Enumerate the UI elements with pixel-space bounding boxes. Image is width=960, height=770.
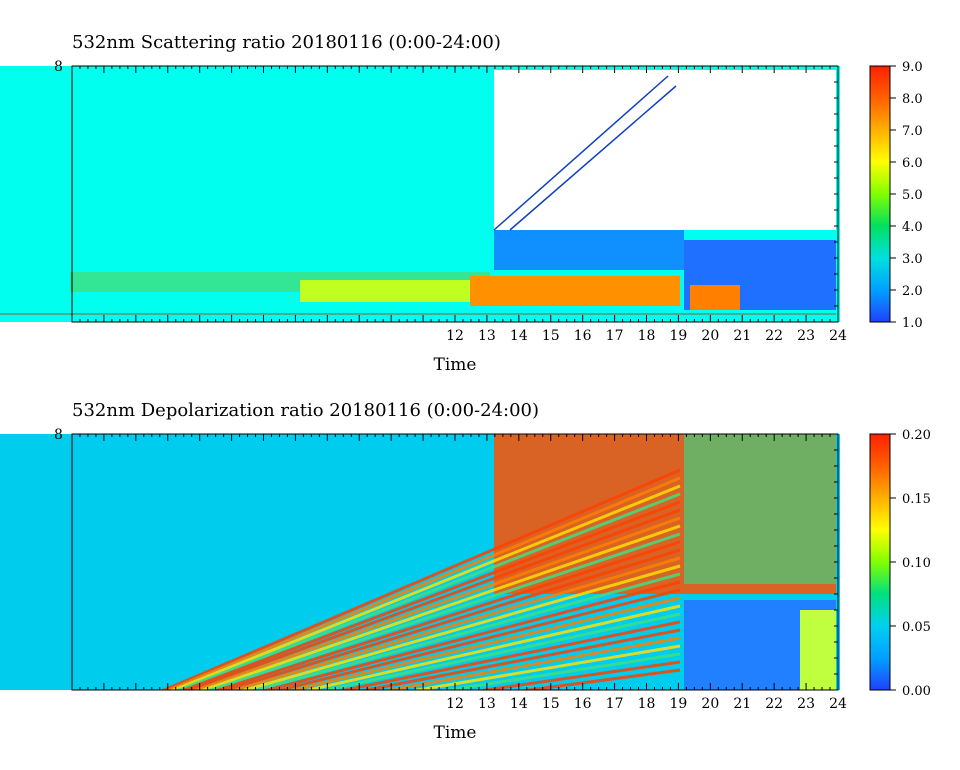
colorbar-scattering bbox=[869, 65, 891, 323]
ray-line bbox=[221, 548, 681, 690]
x-tick-label: 22 bbox=[765, 328, 783, 344]
ray-line bbox=[169, 484, 681, 690]
ray-line bbox=[198, 524, 681, 690]
x-tick-label: 15 bbox=[542, 328, 560, 344]
panel-depolarization-ratio: 532nm Depolarization ratio 20180116 (0:0… bbox=[0, 400, 931, 743]
ray-line bbox=[261, 580, 681, 690]
streak-2 bbox=[509, 85, 677, 231]
heatmap-depolarization bbox=[0, 434, 840, 690]
colorbar-tick-label: 7.0 bbox=[902, 124, 923, 139]
ray-line bbox=[287, 596, 681, 690]
x-tick-label: 22 bbox=[765, 696, 783, 712]
ray-line bbox=[381, 636, 681, 690]
x-tick-label: 17 bbox=[606, 328, 624, 344]
x-tick-label: 19 bbox=[670, 696, 688, 712]
x-axis-label-scattering: Time bbox=[434, 355, 477, 375]
ray-line bbox=[337, 620, 681, 690]
x-tick-label: 20 bbox=[701, 696, 719, 712]
aerosol-core bbox=[300, 280, 490, 302]
chart-title-depolarization: 532nm Depolarization ratio 20180116 (0:0… bbox=[72, 400, 539, 421]
colorbar-ticks-scattering: 9.0 8.0 7.0 6.0 5.0 4.0 3.0 2.0 1.0 bbox=[890, 60, 923, 331]
colorbar-tick-label: 0.05 bbox=[902, 620, 931, 635]
colorbar-tick-label: 3.0 bbox=[902, 252, 923, 267]
ray-line bbox=[475, 660, 681, 690]
x-tick-label: 13 bbox=[478, 328, 496, 344]
colorbar-tick-label: 2.0 bbox=[902, 284, 923, 299]
ray-line bbox=[230, 556, 681, 690]
x-tick-label: 20 bbox=[701, 328, 719, 344]
ray-line bbox=[164, 476, 681, 690]
ray-line bbox=[180, 500, 681, 690]
streak-1 bbox=[493, 75, 669, 231]
x-tick-label: 15 bbox=[542, 696, 560, 712]
x-tick-label: 24 bbox=[829, 328, 847, 344]
ray-line bbox=[517, 668, 681, 690]
colorbar-tick-label: 5.0 bbox=[902, 188, 923, 203]
colorbar-tick-label: 8.0 bbox=[902, 92, 923, 107]
y-top-label-scattering: 8 bbox=[54, 59, 63, 75]
x-tick-label: 24 bbox=[829, 696, 847, 712]
colorbar-tick-label: 9.0 bbox=[902, 60, 923, 75]
y-top-label-depolarization: 8 bbox=[54, 427, 63, 443]
x-tick-label: 21 bbox=[733, 328, 751, 344]
ray-line bbox=[439, 652, 681, 690]
ray-line bbox=[239, 564, 681, 690]
x-tick-label: 12 bbox=[446, 696, 464, 712]
colorbar-tick-label: 6.0 bbox=[902, 156, 923, 171]
x-tick-label: 12 bbox=[446, 328, 464, 344]
x-ticks-depolarization: 12 13 14 15 16 17 18 19 20 21 22 23 24 bbox=[71, 433, 847, 712]
colorbar-tick-label: 0.00 bbox=[902, 684, 931, 699]
x-tick-label: 18 bbox=[638, 328, 656, 344]
chart-title-scattering: 532nm Scattering ratio 20180116 (0:00-24… bbox=[72, 32, 501, 53]
boundary-layer-hot bbox=[470, 276, 680, 306]
panel-scattering-ratio: 532nm Scattering ratio 20180116 (0:00-24… bbox=[0, 32, 923, 375]
ray-line bbox=[174, 492, 681, 690]
heatmap-scattering bbox=[0, 66, 840, 322]
colorbar-depolarization bbox=[869, 433, 891, 691]
x-tick-label: 18 bbox=[638, 696, 656, 712]
x-tick-label: 14 bbox=[510, 328, 528, 344]
x-ticks-scattering: 12 13 14 15 16 17 18 19 20 21 22 23 24 bbox=[71, 65, 847, 344]
ray-artifacts bbox=[160, 468, 681, 690]
ray-line bbox=[250, 572, 681, 690]
x-tick-label: 17 bbox=[606, 696, 624, 712]
x-tick-label: 16 bbox=[574, 696, 592, 712]
ray-line bbox=[192, 516, 681, 690]
x-tick-label: 13 bbox=[478, 696, 496, 712]
ray-line bbox=[302, 604, 681, 690]
ray-line bbox=[213, 540, 681, 690]
x-axis-label-depolarization: Time bbox=[434, 723, 477, 743]
x-tick-label: 23 bbox=[797, 328, 815, 344]
ray-line bbox=[186, 508, 681, 690]
ray-line bbox=[205, 532, 681, 690]
ray-line bbox=[408, 644, 681, 690]
x-tick-label: 21 bbox=[733, 696, 751, 712]
colorbar-tick-label: 0.15 bbox=[902, 492, 931, 507]
cloud-gap-region bbox=[494, 70, 836, 230]
green-edge bbox=[800, 610, 836, 690]
ray-line bbox=[318, 612, 681, 690]
colorbar-tick-label: 4.0 bbox=[902, 220, 923, 235]
noise-region-late bbox=[684, 434, 836, 584]
ray-line bbox=[160, 468, 681, 690]
colorbar-ticks-depolarization: 0.20 0.15 0.10 0.05 0.00 bbox=[890, 428, 931, 699]
colorbar-tick-label: 0.20 bbox=[902, 428, 931, 443]
late-layer-hot bbox=[690, 285, 740, 310]
x-tick-label: 14 bbox=[510, 696, 528, 712]
colorbar-tick-label: 1.0 bbox=[902, 316, 923, 331]
x-tick-label: 19 bbox=[670, 328, 688, 344]
cloud-base bbox=[494, 230, 684, 270]
colorbar-tick-label: 0.10 bbox=[902, 556, 931, 571]
ray-line bbox=[273, 588, 681, 690]
x-tick-label: 16 bbox=[574, 328, 592, 344]
ray-line bbox=[358, 628, 681, 690]
x-tick-label: 23 bbox=[797, 696, 815, 712]
